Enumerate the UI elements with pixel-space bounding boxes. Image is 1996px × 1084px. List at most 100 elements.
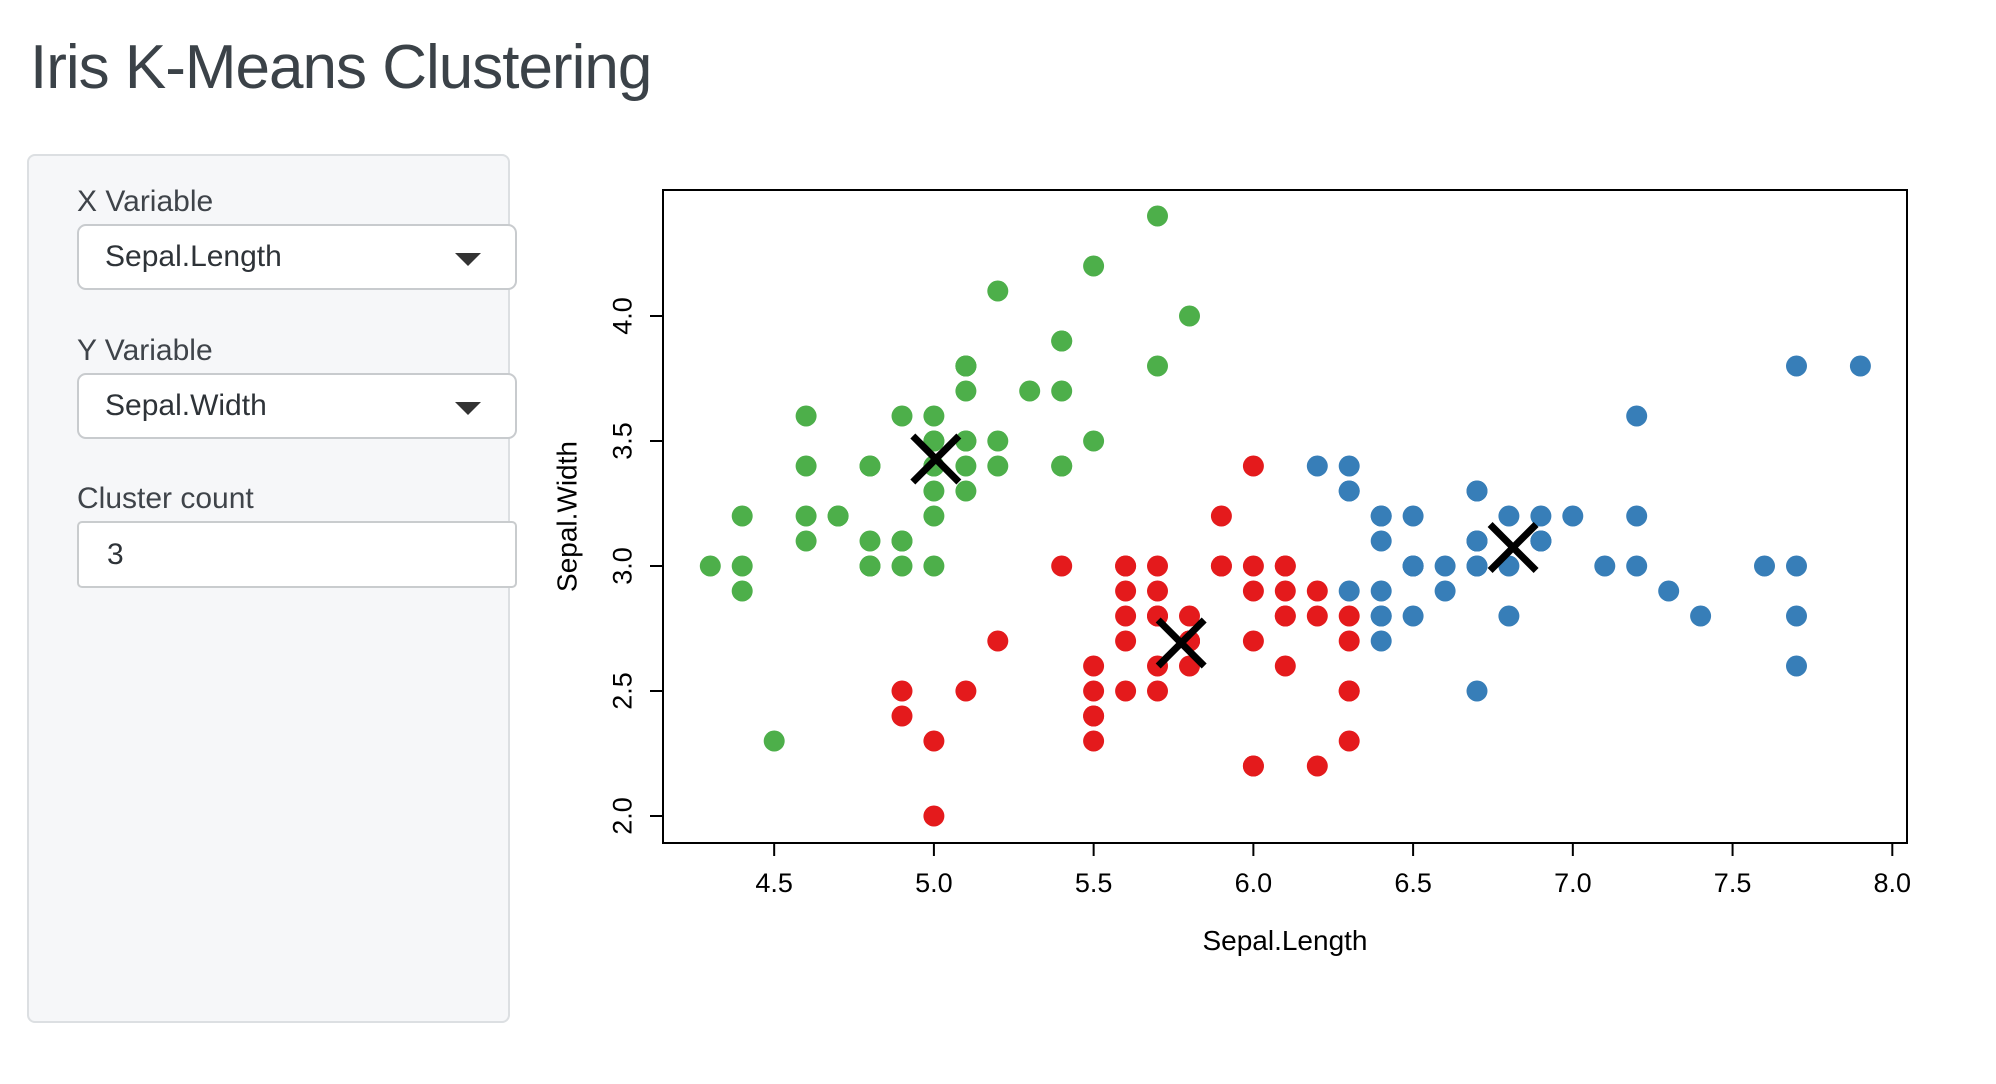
- data-point: [1402, 505, 1424, 527]
- data-point: [1147, 580, 1168, 602]
- data-point: [1147, 205, 1168, 227]
- data-point: [1466, 680, 1488, 702]
- data-point: [1051, 555, 1073, 577]
- data-point: [1338, 580, 1360, 602]
- x-tick-label: 6.0: [1235, 868, 1273, 898]
- data-point: [987, 630, 1009, 652]
- x-tick-label: 7.0: [1554, 868, 1592, 898]
- data-point: [731, 505, 753, 527]
- caret-down-icon: [455, 402, 481, 415]
- x-tick-label: 5.0: [915, 868, 953, 898]
- y-tick-label: 4.0: [608, 297, 638, 335]
- data-point: [731, 555, 753, 577]
- data-point: [1083, 730, 1105, 752]
- data-point: [1242, 755, 1264, 777]
- data-point: [1594, 555, 1616, 577]
- sidebar-panel: X Variable Sepal.Length Y Variable Sepal…: [27, 154, 517, 1023]
- data-point: [1626, 505, 1648, 527]
- data-point: [1402, 605, 1424, 627]
- data-point: [891, 530, 913, 552]
- data-point: [1338, 480, 1360, 502]
- data-point: [923, 805, 945, 827]
- data-point: [1562, 505, 1584, 527]
- page-title: Iris K-Means Clustering: [30, 33, 652, 102]
- data-point: [1786, 605, 1807, 627]
- data-point: [923, 555, 945, 577]
- data-point: [1754, 555, 1775, 577]
- data-point: [987, 280, 1009, 302]
- data-point: [731, 580, 753, 602]
- data-point: [859, 555, 881, 577]
- data-point: [1147, 555, 1168, 577]
- data-point: [1083, 255, 1105, 277]
- cluster-count-label: Cluster count: [77, 482, 254, 515]
- caret-down-icon: [455, 253, 481, 266]
- data-point: [1306, 580, 1328, 602]
- data-point: [923, 480, 945, 502]
- data-point: [1051, 330, 1073, 352]
- data-point: [1466, 555, 1488, 577]
- data-point: [1338, 630, 1360, 652]
- y-tick-label: 3.0: [608, 547, 638, 585]
- data-point: [859, 530, 881, 552]
- data-point: [795, 505, 817, 527]
- data-point: [1115, 605, 1137, 627]
- data-point: [1274, 605, 1296, 627]
- data-point: [1370, 530, 1392, 552]
- data-point: [1306, 455, 1328, 477]
- data-point: [1051, 380, 1073, 402]
- y-tick-label: 3.5: [608, 422, 638, 460]
- data-point: [1338, 680, 1360, 702]
- data-point: [923, 405, 945, 427]
- data-point: [1179, 305, 1200, 327]
- data-point: [1658, 580, 1680, 602]
- data-point: [1626, 405, 1648, 427]
- x-variable-select[interactable]: Sepal.Length: [77, 224, 517, 290]
- x-variable-selected-value: Sepal.Length: [105, 240, 282, 273]
- data-point: [1242, 630, 1264, 652]
- y-tick-label: 2.0: [608, 797, 638, 835]
- data-point: [1083, 705, 1105, 727]
- data-point: [1083, 655, 1105, 677]
- x-tick-label: 7.5: [1714, 868, 1752, 898]
- data-point: [1115, 680, 1137, 702]
- data-point: [1626, 555, 1648, 577]
- y-tick-label: 2.5: [608, 672, 638, 710]
- cluster-center-marker: [1487, 522, 1539, 573]
- data-point: [1530, 530, 1552, 552]
- data-point: [891, 405, 913, 427]
- data-point: [1115, 580, 1137, 602]
- data-point: [1242, 455, 1264, 477]
- y-variable-selected-value: Sepal.Width: [105, 389, 267, 422]
- data-point: [1370, 605, 1392, 627]
- data-point: [923, 505, 945, 527]
- data-point: [1370, 505, 1392, 527]
- cluster-center-marker: [1155, 617, 1207, 669]
- data-point: [1242, 555, 1264, 577]
- data-point: [1786, 355, 1807, 377]
- data-point: [1115, 630, 1137, 652]
- x-tick-label: 8.0: [1874, 868, 1912, 898]
- data-point: [955, 680, 977, 702]
- data-point: [987, 430, 1009, 452]
- data-point: [1498, 505, 1520, 527]
- data-point: [1338, 730, 1360, 752]
- data-point: [1690, 605, 1712, 627]
- data-point: [1019, 380, 1041, 402]
- data-point: [1530, 505, 1552, 527]
- data-point: [795, 405, 817, 427]
- data-point: [1370, 630, 1392, 652]
- x-tick-label: 5.5: [1075, 868, 1113, 898]
- data-point: [1306, 755, 1328, 777]
- data-point: [827, 505, 849, 527]
- y-variable-select[interactable]: Sepal.Width: [77, 373, 517, 439]
- data-point: [955, 355, 977, 377]
- data-point: [1786, 555, 1807, 577]
- data-point: [923, 430, 945, 452]
- data-point: [1083, 680, 1105, 702]
- y-axis-title: Sepal.Width: [552, 441, 583, 592]
- data-point: [955, 455, 977, 477]
- data-point: [1147, 355, 1168, 377]
- cluster-count-input[interactable]: [77, 521, 517, 588]
